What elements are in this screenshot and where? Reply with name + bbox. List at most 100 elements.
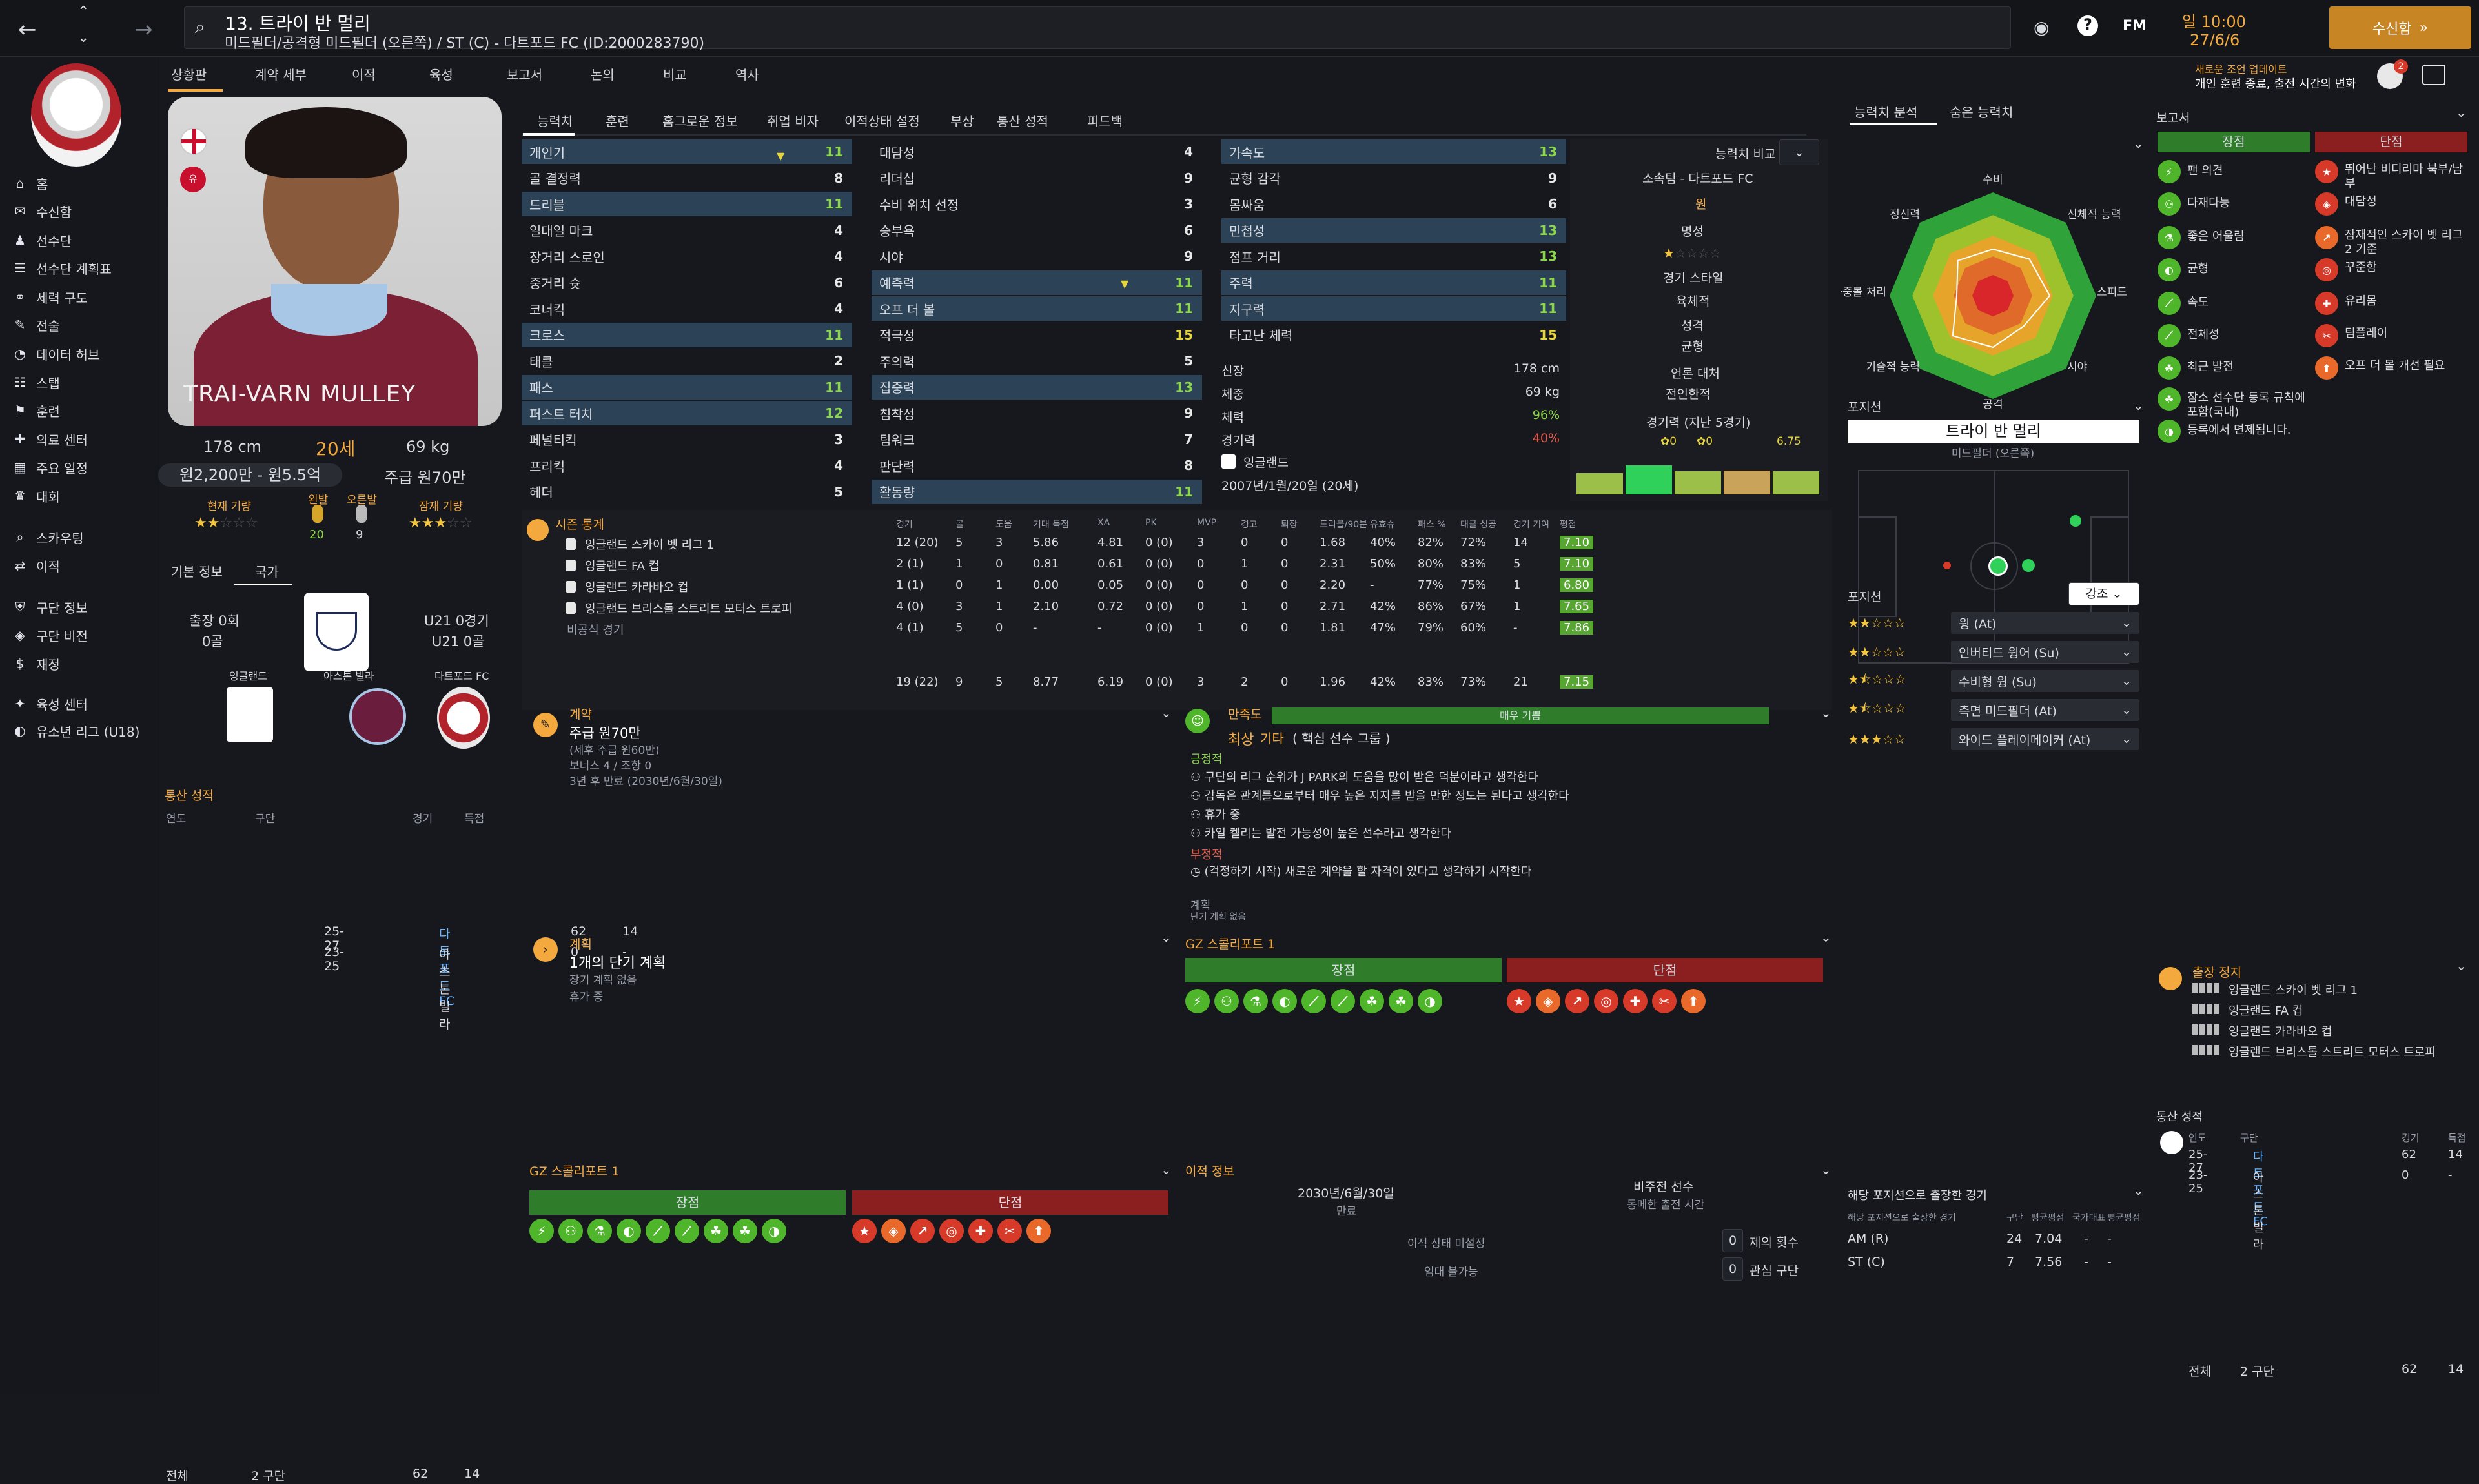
report-con-item[interactable]: ↗ 잠재적인 스카이 벳 리그 2 기준 <box>2315 226 2470 257</box>
dropdown-caret-icon[interactable]: ▼ <box>777 150 785 162</box>
position-dot-am-r[interactable] <box>2070 515 2081 527</box>
world-icon[interactable]: ◉ <box>2034 17 2050 38</box>
scout-con-icon[interactable]: ✂ <box>1652 989 1677 1013</box>
nav-tab-6[interactable]: 비교 <box>663 67 687 83</box>
scout-con-icon[interactable]: ⬆ <box>1681 989 1706 1013</box>
scout-pro-icon[interactable]: ⚡ <box>1185 989 1210 1013</box>
season-col-header[interactable]: 패스 % <box>1418 520 1446 530</box>
help-icon[interactable]: ? <box>2077 15 2098 36</box>
season-col-header[interactable]: 평점 <box>1560 520 1576 530</box>
chevron-down-icon[interactable]: ⌄ <box>2456 958 2467 973</box>
main-tab-0[interactable]: 능력치 <box>537 114 573 129</box>
scout-pro-icon[interactable]: ⟋ <box>675 1219 699 1243</box>
season-col-header[interactable]: 태클 성공 <box>1460 520 1496 530</box>
suspension-row[interactable]: 잉글랜드 스카이 벳 리그 1 <box>2192 981 2358 998</box>
nav-tab-2[interactable]: 이적 <box>352 67 376 83</box>
attribute-row[interactable]: 타고난 체력 15 <box>1221 323 1566 347</box>
season-col-header[interactable]: 유효슈 <box>1370 520 1395 530</box>
role-row[interactable]: ★★★☆☆ 와이드 플레이메이커 (At) ⌄ <box>1848 727 2139 751</box>
main-tab-4[interactable]: 이적상태 설정 <box>844 114 920 129</box>
sidebar-item-15[interactable]: ◈ 구단 비전 <box>0 621 158 649</box>
main-tab-5[interactable]: 부상 <box>950 114 974 129</box>
sidebar-item-8[interactable]: ⚑ 훈련 <box>0 396 158 425</box>
sidebar-item-18[interactable]: ◐ 유소년 리그 (U18) <box>0 717 158 745</box>
scout-con-icon[interactable]: ★ <box>1507 989 1531 1013</box>
scout-title-1[interactable]: GZ 스콜리포트 1 <box>1185 937 1276 951</box>
report-con-item[interactable]: ✂ 팀플레이 <box>2315 324 2470 347</box>
nav-tab-1[interactable]: 계약 세부 <box>255 67 307 83</box>
chevron-down-icon[interactable]: ⌄ <box>2456 105 2467 120</box>
sidebar-item-4[interactable]: ⚭ 세력 구도 <box>0 283 158 311</box>
sidebar-item-9[interactable]: ✚ 의료 센터 <box>0 425 158 453</box>
attribute-row[interactable]: 프리킥 4 <box>522 453 852 478</box>
chevron-down-icon[interactable]: ⌄ <box>1161 1162 1172 1177</box>
dartford-logo[interactable] <box>437 687 490 749</box>
dropdown-caret-icon[interactable]: ▼ <box>1121 278 1129 290</box>
role-row[interactable]: ★⯪☆☆☆ 측면 미드필더 (At) ⌄ <box>1848 698 2139 722</box>
position-dot-st-2[interactable] <box>2022 559 2035 572</box>
nav-tab-7[interactable]: 역사 <box>735 67 759 83</box>
competition-name[interactable]: 잉글랜드 FA 컵 <box>585 560 660 573</box>
scout-pro-icon[interactable]: ☘ <box>704 1219 728 1243</box>
report-pro-item[interactable]: ⟋ 속도 <box>2158 292 2310 315</box>
layout-icon[interactable] <box>2422 65 2445 85</box>
season-col-header[interactable]: MVP <box>1197 518 1217 528</box>
club-crest-logo[interactable] <box>31 63 121 167</box>
attribute-row[interactable]: 시야 9 <box>872 244 1202 269</box>
attribute-row[interactable]: 민첩성 13 <box>1221 218 1566 243</box>
scout-pro-icon[interactable]: ☘ <box>1360 989 1384 1013</box>
continue-button[interactable]: 수신함 » <box>2329 6 2471 49</box>
attribute-row[interactable]: 헤더 5 <box>522 480 852 504</box>
season-col-header[interactable]: PK <box>1145 518 1157 528</box>
role-dropdown[interactable]: 인버티드 윙어 (Su) ⌄ <box>1951 641 2139 663</box>
tab-attribute-analysis[interactable]: 능력치 분석 <box>1854 105 1918 120</box>
scout-pro-icon[interactable]: ◐ <box>617 1219 641 1243</box>
sidebar-item-1[interactable]: ✉ 수신함 <box>0 197 158 225</box>
report-pro-item[interactable]: ☘ 최근 발전 <box>2158 356 2310 380</box>
scout-con-icon[interactable]: ✚ <box>968 1219 993 1243</box>
season-col-header[interactable]: 퇴장 <box>1281 520 1298 530</box>
attribute-row[interactable]: 드리블 11 <box>522 192 852 216</box>
attribute-row[interactable]: 코너킥 4 <box>522 296 852 321</box>
main-tab-1[interactable]: 훈련 <box>606 114 629 129</box>
scout-pro-icon[interactable]: ⟋ <box>1301 989 1326 1013</box>
attribute-row[interactable]: 장거리 스로인 4 <box>522 244 852 269</box>
report-pro-item[interactable]: ⚡ 팬 의견 <box>2158 160 2310 183</box>
tab-nation[interactable]: 국가 <box>255 564 279 580</box>
sidebar-item-14[interactable]: ⛨ 구단 정보 <box>0 593 158 621</box>
contract-title[interactable]: 계약 <box>569 707 592 722</box>
role-row[interactable]: ★★☆☆☆ 인버티드 윙어 (Su) ⌄ <box>1848 640 2139 664</box>
nav-tab-5[interactable]: 논의 <box>591 67 615 83</box>
attribute-row[interactable]: 집중력 13 <box>872 374 1202 400</box>
season-col-header[interactable]: 도움 <box>995 520 1012 530</box>
scout-pro-icon[interactable]: ☘ <box>733 1219 757 1243</box>
suspension-row[interactable]: 잉글랜드 FA 컵 <box>2192 1002 2303 1019</box>
attribute-row[interactable]: 중거리 슛 6 <box>522 270 852 295</box>
tab-basic-info[interactable]: 기본 정보 <box>171 564 223 580</box>
sidebar-item-5[interactable]: ✎ 전술 <box>0 310 158 339</box>
sidebar-item-3[interactable]: ☰ 선수단 계획표 <box>0 254 158 282</box>
season-col-header[interactable]: 기대 득점 <box>1033 520 1069 530</box>
scout-con-icon[interactable]: ★ <box>852 1219 877 1243</box>
chevron-down-icon[interactable]: ⌄ <box>2133 398 2144 413</box>
attribute-row[interactable]: 패스 11 <box>522 374 852 400</box>
scout-pro-icon[interactable]: ◑ <box>762 1219 786 1243</box>
season-col-header[interactable]: 경고 <box>1241 520 1258 530</box>
nav-tab-0[interactable]: 상황판 <box>171 67 207 83</box>
sidebar-item-13[interactable]: ⇄ 이적 <box>0 551 158 580</box>
attribute-row[interactable]: 주력 11 <box>1221 270 1566 295</box>
attribute-row[interactable]: 점프 거리 13 <box>1221 244 1566 269</box>
chevron-down-icon[interactable]: ⌄ <box>2133 136 2144 151</box>
attribute-row[interactable]: 개인기 11 <box>522 139 852 164</box>
attribute-row[interactable]: 크로스 11 <box>522 322 852 347</box>
sidebar-item-0[interactable]: ⌂ 홈 <box>0 169 158 198</box>
scout-con-icon[interactable]: ◈ <box>1536 989 1560 1013</box>
attribute-row[interactable]: 판단력 8 <box>872 453 1202 478</box>
roles-title[interactable]: 포지션 <box>1848 590 1882 604</box>
scout-con-icon[interactable]: ◎ <box>939 1219 964 1243</box>
transfer-title[interactable]: 이적 정보 <box>1185 1164 1234 1179</box>
form-bar[interactable] <box>1773 471 1819 494</box>
role-dropdown[interactable]: 윙 (At) ⌄ <box>1951 612 2139 634</box>
attribute-row[interactable]: 적극성 15 <box>872 323 1202 347</box>
report-con-item[interactable]: ◈ 대담성 <box>2315 192 2470 216</box>
